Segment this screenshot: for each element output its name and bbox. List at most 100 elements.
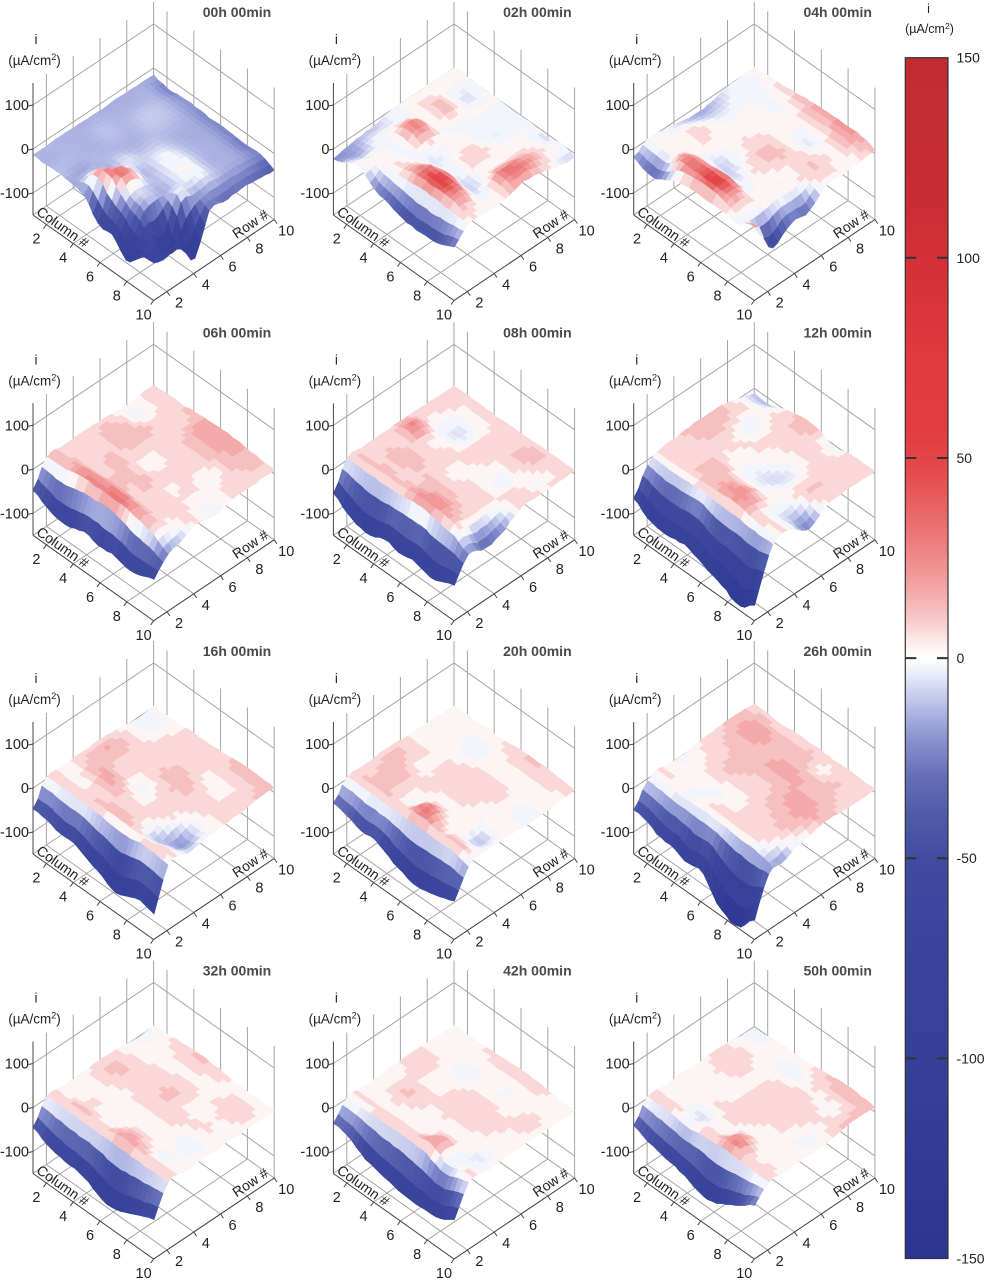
svg-text:4: 4 xyxy=(360,251,368,267)
svg-text:100: 100 xyxy=(605,737,629,753)
svg-text:6: 6 xyxy=(386,590,394,606)
svg-text:4: 4 xyxy=(360,1209,368,1225)
svg-text:2: 2 xyxy=(475,616,483,632)
svg-text:2: 2 xyxy=(633,871,641,887)
svg-text:-100: -100 xyxy=(601,1145,630,1161)
svg-text:i: i xyxy=(635,671,638,686)
svg-text:0: 0 xyxy=(622,781,630,797)
svg-text:0: 0 xyxy=(321,781,329,797)
svg-text:6: 6 xyxy=(687,590,695,606)
svg-text:4: 4 xyxy=(202,598,210,614)
svg-text:i: i xyxy=(35,671,38,686)
svg-text:0: 0 xyxy=(21,142,29,158)
svg-text:6: 6 xyxy=(86,590,94,606)
svg-text:2: 2 xyxy=(175,296,183,312)
svg-text:8: 8 xyxy=(713,1247,721,1263)
svg-text:-100: -100 xyxy=(0,1145,29,1161)
svg-text:(µA/cm2): (µA/cm2) xyxy=(609,691,662,707)
svg-text:(µA/cm2): (µA/cm2) xyxy=(309,691,362,707)
svg-text:i: i xyxy=(35,32,38,47)
svg-text:2: 2 xyxy=(32,1190,40,1206)
svg-text:02h 00min: 02h 00min xyxy=(503,4,571,20)
svg-text:2: 2 xyxy=(32,871,40,887)
svg-text:8: 8 xyxy=(413,609,421,625)
svg-text:50h 00min: 50h 00min xyxy=(803,963,871,979)
svg-text:i: i xyxy=(35,991,38,1006)
svg-text:10: 10 xyxy=(879,544,895,560)
svg-text:i: i xyxy=(335,671,338,686)
svg-text:100: 100 xyxy=(305,98,329,114)
svg-text:10: 10 xyxy=(436,308,452,324)
svg-text:8: 8 xyxy=(856,562,864,578)
svg-text:10: 10 xyxy=(879,224,895,240)
svg-text:8: 8 xyxy=(413,289,421,305)
svg-text:4: 4 xyxy=(202,1236,210,1252)
svg-text:100: 100 xyxy=(605,98,629,114)
svg-text:10: 10 xyxy=(736,308,752,324)
svg-text:6: 6 xyxy=(86,1228,94,1244)
svg-text:10: 10 xyxy=(579,544,595,560)
svg-text:26h 00min: 26h 00min xyxy=(803,643,871,659)
svg-text:-150: -150 xyxy=(957,1251,985,1267)
svg-text:2: 2 xyxy=(475,296,483,312)
svg-text:2: 2 xyxy=(776,1254,784,1270)
svg-text:6: 6 xyxy=(829,260,837,276)
svg-text:2: 2 xyxy=(175,616,183,632)
svg-text:4: 4 xyxy=(660,1209,668,1225)
svg-text:10: 10 xyxy=(436,1266,452,1280)
svg-text:8: 8 xyxy=(556,242,564,258)
svg-text:0: 0 xyxy=(321,142,329,158)
svg-text:-100: -100 xyxy=(601,186,630,202)
svg-text:8: 8 xyxy=(713,928,721,944)
svg-text:6: 6 xyxy=(687,909,695,925)
svg-text:0: 0 xyxy=(321,1101,329,1117)
svg-text:8: 8 xyxy=(713,609,721,625)
svg-text:20h 00min: 20h 00min xyxy=(503,643,571,659)
svg-text:100: 100 xyxy=(605,418,629,434)
svg-text:10: 10 xyxy=(736,1266,752,1280)
svg-text:6: 6 xyxy=(229,1218,237,1234)
svg-text:10: 10 xyxy=(278,224,294,240)
svg-text:12h 00min: 12h 00min xyxy=(803,324,871,340)
svg-text:6: 6 xyxy=(829,1218,837,1234)
svg-text:100: 100 xyxy=(957,250,981,266)
svg-text:(µA/cm2): (µA/cm2) xyxy=(309,1011,362,1027)
svg-text:8: 8 xyxy=(255,242,263,258)
svg-text:8: 8 xyxy=(113,609,121,625)
svg-text:10: 10 xyxy=(579,1182,595,1198)
svg-text:10: 10 xyxy=(579,224,595,240)
svg-text:42h 00min: 42h 00min xyxy=(503,963,571,979)
svg-text:4: 4 xyxy=(660,571,668,587)
svg-text:150: 150 xyxy=(957,50,981,66)
svg-text:6: 6 xyxy=(229,580,237,596)
svg-text:i: i xyxy=(335,352,338,367)
svg-text:2: 2 xyxy=(175,935,183,951)
svg-text:2: 2 xyxy=(333,871,341,887)
svg-text:0: 0 xyxy=(21,1101,29,1117)
svg-text:(µA/cm2): (µA/cm2) xyxy=(609,52,662,68)
svg-text:4: 4 xyxy=(59,571,67,587)
svg-text:-100: -100 xyxy=(601,825,630,841)
svg-text:4: 4 xyxy=(202,917,210,933)
svg-text:100: 100 xyxy=(5,737,29,753)
svg-text:-100: -100 xyxy=(0,186,29,202)
svg-text:2: 2 xyxy=(475,1254,483,1270)
svg-text:0: 0 xyxy=(622,462,630,478)
svg-text:8: 8 xyxy=(856,1200,864,1216)
svg-text:-100: -100 xyxy=(300,825,329,841)
svg-text:100: 100 xyxy=(5,418,29,434)
svg-text:8: 8 xyxy=(255,1200,263,1216)
svg-text:4: 4 xyxy=(59,1209,67,1225)
svg-text:8: 8 xyxy=(856,881,864,897)
svg-text:6: 6 xyxy=(687,270,695,286)
svg-text:0: 0 xyxy=(21,781,29,797)
svg-text:8: 8 xyxy=(856,242,864,258)
svg-text:6: 6 xyxy=(829,580,837,596)
svg-text:6: 6 xyxy=(829,899,837,915)
svg-text:32h 00min: 32h 00min xyxy=(203,963,271,979)
svg-text:-100: -100 xyxy=(957,1050,985,1066)
svg-text:8: 8 xyxy=(413,1247,421,1263)
svg-text:6: 6 xyxy=(529,260,537,276)
svg-text:10: 10 xyxy=(278,863,294,879)
svg-text:16h 00min: 16h 00min xyxy=(203,643,271,659)
